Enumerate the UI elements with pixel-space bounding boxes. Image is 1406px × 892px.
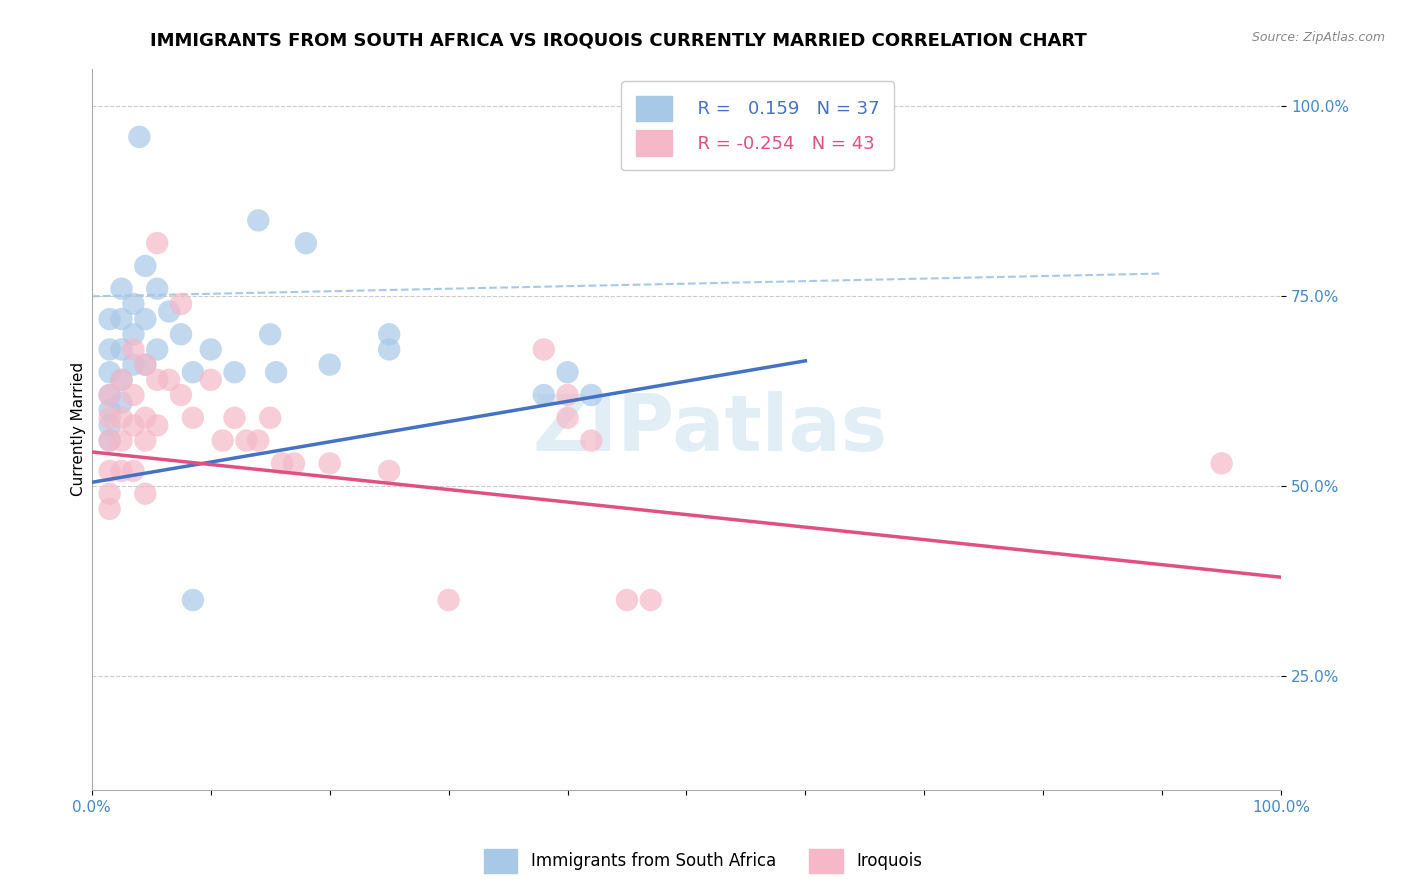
- Point: [146, 418, 169, 433]
- Point: [378, 327, 401, 342]
- Point: [98, 343, 121, 357]
- Point: [98, 388, 121, 402]
- Point: [264, 365, 287, 379]
- Point: [557, 365, 579, 379]
- Point: [98, 434, 121, 448]
- Point: [110, 373, 132, 387]
- Point: [122, 464, 145, 478]
- Legend:   R =   0.159   N = 37,   R = -0.254   N = 43: R = 0.159 N = 37, R = -0.254 N = 43: [621, 81, 894, 170]
- Point: [122, 327, 145, 342]
- Point: [378, 343, 401, 357]
- Point: [211, 434, 233, 448]
- Point: [247, 213, 270, 227]
- Point: [134, 358, 156, 372]
- Point: [110, 395, 132, 409]
- Y-axis label: Currently Married: Currently Married: [72, 362, 86, 496]
- Point: [181, 593, 204, 607]
- Point: [122, 388, 145, 402]
- Point: [98, 403, 121, 417]
- Point: [170, 327, 193, 342]
- Point: [122, 418, 145, 433]
- Point: [98, 486, 121, 500]
- Point: [128, 129, 150, 144]
- Point: [146, 282, 169, 296]
- Point: [146, 343, 169, 357]
- Point: [200, 373, 222, 387]
- Text: Source: ZipAtlas.com: Source: ZipAtlas.com: [1251, 31, 1385, 45]
- Point: [98, 312, 121, 326]
- Point: [98, 410, 121, 425]
- Point: [581, 388, 603, 402]
- Point: [533, 343, 555, 357]
- Point: [146, 373, 169, 387]
- Point: [437, 593, 460, 607]
- Point: [170, 388, 193, 402]
- Point: [247, 434, 270, 448]
- Point: [157, 304, 180, 318]
- Point: [157, 373, 180, 387]
- Point: [98, 365, 121, 379]
- Point: [110, 282, 132, 296]
- Point: [134, 259, 156, 273]
- Point: [122, 297, 145, 311]
- Point: [98, 502, 121, 516]
- Point: [181, 365, 204, 379]
- Point: [110, 343, 132, 357]
- Point: [557, 410, 579, 425]
- Point: [318, 358, 340, 372]
- Point: [318, 456, 340, 470]
- Point: [98, 418, 121, 433]
- Point: [110, 312, 132, 326]
- Point: [181, 410, 204, 425]
- Legend: Immigrants from South Africa, Iroquois: Immigrants from South Africa, Iroquois: [478, 842, 928, 880]
- Point: [122, 343, 145, 357]
- Point: [170, 297, 193, 311]
- Point: [146, 236, 169, 251]
- Point: [224, 410, 246, 425]
- Point: [110, 464, 132, 478]
- Point: [224, 365, 246, 379]
- Point: [616, 593, 638, 607]
- Point: [110, 373, 132, 387]
- Point: [1211, 456, 1233, 470]
- Point: [200, 343, 222, 357]
- Point: [110, 410, 132, 425]
- Point: [98, 388, 121, 402]
- Text: ZIPatlas: ZIPatlas: [533, 392, 887, 467]
- Point: [295, 236, 318, 251]
- Point: [110, 434, 132, 448]
- Point: [134, 434, 156, 448]
- Point: [581, 434, 603, 448]
- Point: [134, 486, 156, 500]
- Point: [235, 434, 257, 448]
- Point: [271, 456, 294, 470]
- Point: [640, 593, 662, 607]
- Point: [98, 434, 121, 448]
- Text: IMMIGRANTS FROM SOUTH AFRICA VS IROQUOIS CURRENTLY MARRIED CORRELATION CHART: IMMIGRANTS FROM SOUTH AFRICA VS IROQUOIS…: [150, 31, 1087, 49]
- Point: [557, 388, 579, 402]
- Point: [259, 327, 281, 342]
- Point: [259, 410, 281, 425]
- Point: [134, 410, 156, 425]
- Point: [122, 358, 145, 372]
- Point: [533, 388, 555, 402]
- Point: [134, 312, 156, 326]
- Point: [98, 464, 121, 478]
- Point: [378, 464, 401, 478]
- Point: [283, 456, 305, 470]
- Point: [134, 358, 156, 372]
